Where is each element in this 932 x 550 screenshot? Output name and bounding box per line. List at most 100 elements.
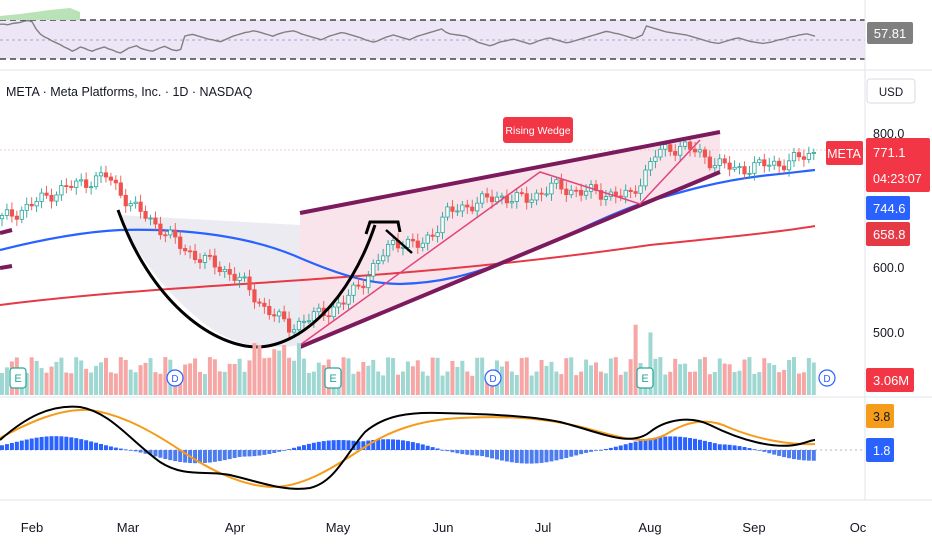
macd-hist-bar bbox=[44, 436, 49, 450]
macd-hist-bar bbox=[638, 440, 643, 450]
signal-value-label: 1.8 bbox=[873, 444, 890, 458]
candles-group bbox=[0, 136, 816, 340]
volume-bar bbox=[806, 357, 811, 395]
volume-bar bbox=[188, 363, 193, 395]
macd-hist-bar bbox=[148, 450, 153, 456]
candle-body bbox=[267, 306, 272, 316]
volume-bar bbox=[84, 368, 89, 395]
macd-hist-bar bbox=[64, 436, 69, 450]
macd-hist-bar bbox=[678, 436, 683, 450]
candle-body bbox=[247, 276, 252, 291]
candle-body bbox=[643, 169, 648, 187]
volume-bar bbox=[252, 343, 257, 395]
volume-bar bbox=[49, 366, 54, 395]
candle-body bbox=[143, 210, 148, 219]
macd-hist-bar bbox=[440, 449, 445, 451]
macd-hist-bar bbox=[158, 450, 163, 458]
left-trend-line-a bbox=[0, 228, 13, 235]
macd-panel: 3.8 1.8 bbox=[0, 404, 894, 490]
currency-box[interactable] bbox=[866, 78, 916, 104]
candle-body bbox=[14, 215, 19, 220]
candle-body bbox=[752, 162, 757, 174]
candle-body bbox=[84, 179, 89, 188]
candle-body bbox=[168, 229, 173, 236]
rsi-band bbox=[0, 20, 865, 59]
candle-body bbox=[148, 217, 153, 220]
volume-bar bbox=[108, 372, 113, 395]
candle-body bbox=[108, 176, 113, 181]
candle-body bbox=[519, 192, 524, 195]
volume-bar bbox=[366, 365, 371, 395]
volume-bar bbox=[153, 372, 158, 395]
volume-bar bbox=[193, 358, 198, 395]
volume-bar bbox=[648, 332, 653, 395]
volume-bar bbox=[376, 371, 381, 395]
candle-body bbox=[277, 311, 282, 317]
volume-bar bbox=[391, 358, 396, 395]
wedge-shade bbox=[300, 133, 720, 347]
macd-hist-bar bbox=[79, 439, 84, 450]
candle-body bbox=[385, 243, 391, 257]
candle-body bbox=[549, 182, 554, 195]
candle-body bbox=[534, 192, 539, 201]
macd-hist-bar bbox=[628, 442, 633, 450]
volume-bar bbox=[0, 373, 4, 395]
volume-bar bbox=[524, 357, 529, 395]
macd-hist-bar bbox=[311, 442, 316, 450]
macd-hist-bar bbox=[509, 450, 514, 463]
volume-bar bbox=[440, 375, 445, 395]
earnings-marker-3[interactable]: E bbox=[636, 367, 654, 389]
time-label-aug: Aug bbox=[638, 520, 661, 535]
candle-body bbox=[762, 159, 767, 167]
volume-bar bbox=[138, 365, 143, 395]
earnings-marker-1[interactable]: E bbox=[9, 367, 27, 389]
macd-hist-bar bbox=[702, 440, 707, 450]
candle-body bbox=[707, 156, 712, 169]
macd-hist-bar bbox=[514, 450, 519, 463]
macd-hist-bar bbox=[123, 449, 128, 451]
candle-body bbox=[89, 186, 94, 189]
candle-body bbox=[811, 152, 816, 154]
volume-bar bbox=[287, 357, 292, 395]
volume-bar bbox=[499, 366, 504, 395]
volume-bar bbox=[163, 357, 168, 395]
volume-bar bbox=[158, 373, 163, 395]
volume-bar bbox=[801, 372, 806, 395]
volume-bar bbox=[767, 363, 772, 395]
candle-body bbox=[316, 307, 321, 313]
candle-body bbox=[470, 206, 475, 212]
earnings-marker-box bbox=[9, 367, 27, 389]
volume-bar bbox=[559, 374, 564, 395]
macd-hist-bar bbox=[222, 450, 227, 461]
candle-body bbox=[69, 185, 74, 188]
dividend-marker-3[interactable]: D bbox=[818, 369, 836, 387]
macd-hist-bar bbox=[727, 444, 732, 450]
dividend-marker-2[interactable]: D bbox=[484, 369, 502, 387]
volume-bar bbox=[554, 371, 559, 395]
candle-body bbox=[192, 250, 198, 261]
candle-body bbox=[653, 156, 658, 162]
macd-hist-bar bbox=[564, 450, 569, 459]
macd-hist-bar bbox=[133, 450, 138, 452]
volume-bar bbox=[321, 365, 326, 395]
volume-bar bbox=[29, 357, 34, 395]
volume-bar bbox=[430, 357, 435, 395]
volume-bar bbox=[633, 324, 638, 395]
candle-body bbox=[554, 179, 559, 184]
macd-hist-bar bbox=[292, 447, 297, 450]
macd-hist-bar bbox=[737, 446, 742, 450]
macd-hist-bar bbox=[495, 450, 499, 460]
macd-hist-bar bbox=[732, 445, 737, 450]
candle-body bbox=[118, 182, 123, 196]
candle-body bbox=[381, 255, 386, 262]
volume-value-box bbox=[866, 368, 914, 392]
candle-body bbox=[683, 141, 688, 147]
rsi-line bbox=[0, 19, 816, 54]
candle-body bbox=[286, 318, 292, 333]
earnings-marker-2[interactable]: E bbox=[324, 367, 342, 389]
macd-hist-bar bbox=[396, 439, 400, 450]
dividend-marker-1[interactable]: D bbox=[166, 369, 184, 387]
candle-body bbox=[34, 201, 39, 207]
volume-bar bbox=[480, 357, 485, 395]
